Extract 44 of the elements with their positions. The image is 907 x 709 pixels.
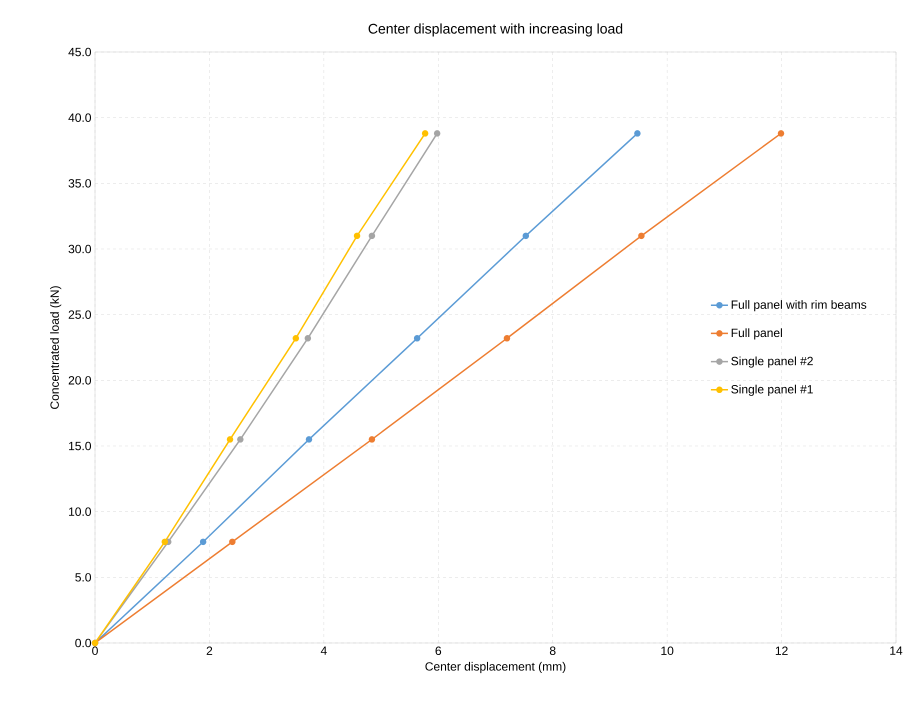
legend-label: Full panel with rim beams (732, 300, 866, 312)
x-axis-title: Center displacement (mm) (425, 662, 566, 674)
point (229, 538, 236, 546)
point (368, 436, 376, 443)
point (504, 335, 510, 342)
point (634, 130, 641, 137)
legend-label: Single panel #1 (731, 384, 813, 396)
point (422, 130, 428, 137)
point (354, 232, 360, 240)
point (237, 436, 244, 443)
x-tick-label: 2 (206, 646, 212, 655)
y-tick-label: 25.0 (68, 310, 92, 319)
y-axis-title: Concentrated load (kN) (50, 286, 62, 409)
x-tick-label: 12 (776, 646, 788, 655)
y-tick-label: 45.0 (68, 48, 92, 56)
point (368, 232, 376, 240)
y-tick-label: 20.0 (68, 376, 92, 385)
x-tick-label: 6 (436, 646, 442, 656)
point (304, 335, 312, 342)
point (162, 538, 168, 546)
y-tick-label: 40.0 (68, 113, 92, 122)
legend-label: Single panel #2 (731, 356, 813, 368)
point (778, 130, 784, 137)
point (200, 538, 206, 546)
point (292, 335, 300, 342)
x-tick-label: 10 (661, 646, 674, 656)
x-tick-label: 8 (550, 646, 556, 656)
point (306, 436, 312, 443)
y-tick-label: 0.0 (75, 638, 92, 648)
point (226, 436, 234, 443)
y-tick-label: 35.0 (68, 179, 92, 188)
y-tick-label: 5.0 (75, 573, 92, 582)
x-tick-label: 0 (92, 646, 98, 656)
x-tick-label: 14 (890, 646, 902, 655)
chart-title: Center displacement with increasing load (368, 23, 622, 36)
point (414, 335, 420, 342)
legend-label: Full panel (732, 328, 782, 340)
y-tick-label: 30.0 (68, 244, 92, 254)
x-tick-label: 4 (320, 646, 327, 655)
point (434, 130, 440, 137)
y-tick-label: 10.0 (69, 507, 92, 516)
point (638, 232, 645, 240)
y-tick-label: 15.0 (69, 442, 92, 450)
point (522, 232, 530, 240)
